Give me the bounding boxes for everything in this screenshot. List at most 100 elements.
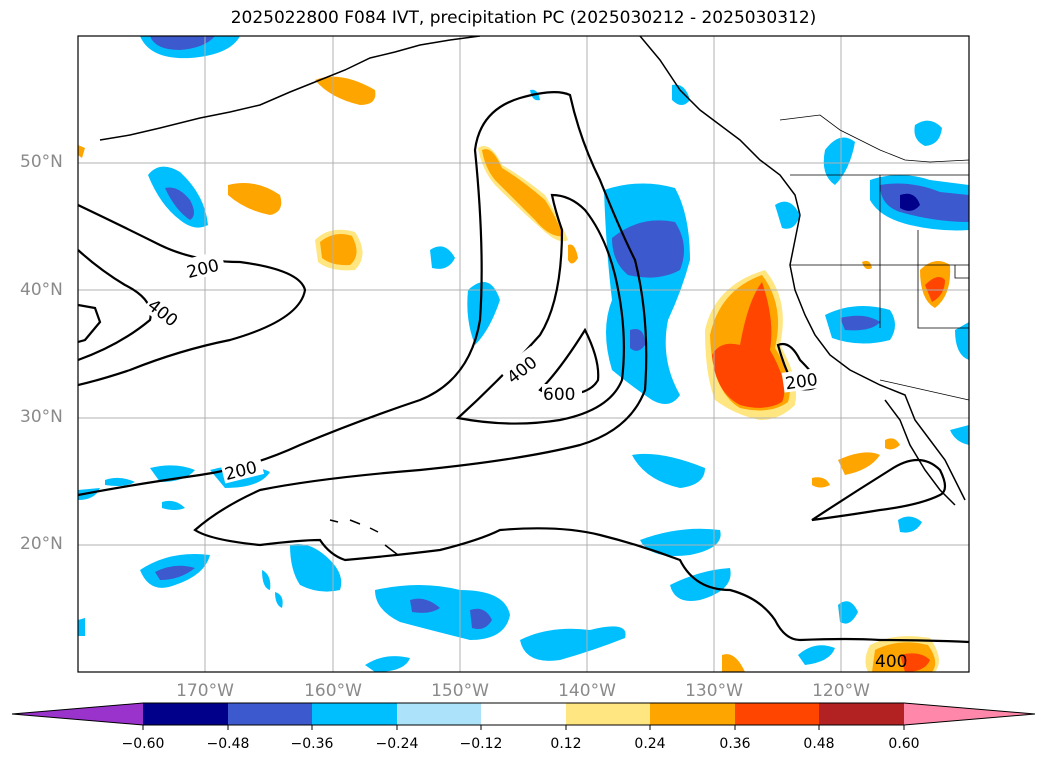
ivt-200-south [811,458,947,522]
precip-blob [712,282,785,408]
colorbar-bin [819,703,904,725]
precip-blob [78,145,85,158]
precip-blob [670,568,731,601]
precip-blob [823,137,855,185]
precip-blob [150,36,215,50]
precip-blob [162,500,185,510]
map-frame [77,35,970,673]
precip-blob [105,477,135,486]
precip-blob [375,585,510,640]
precip-blob [925,276,945,302]
borders [779,114,969,401]
precip-blob [262,570,271,590]
precip-blob [467,282,500,345]
precip-blob [898,516,922,533]
precip-positive-anomalies [78,76,951,672]
ivt-400-west-tip [78,303,102,344]
precip-blob [470,608,492,629]
lon-label-150w: 150°W [431,681,489,701]
lon-label-120w: 120°W [812,681,870,701]
precip-blob [775,201,800,229]
lon-label-170w: 170°W [176,681,234,701]
colorbar-tick-label: 0.48 [803,736,835,752]
colorbar-tick-label: 0.36 [719,736,751,752]
alaska-panhandle-coast [639,36,801,216]
colorbar-bin [735,703,819,725]
colorbar-tick-label: −0.12 [459,736,503,752]
precip-blob [155,565,195,580]
precip-blob [640,528,721,556]
precip-blob [632,453,705,488]
precip-blob [165,187,194,220]
colorbar-bin [143,703,228,725]
precip-blob [78,618,85,636]
lon-label-140w: 140°W [558,681,616,701]
lat-label-40n: 40°N [20,280,63,300]
colorbar-tick-label: −0.48 [206,736,250,752]
precip-blob [275,592,283,608]
colorbar-tick-label: −0.60 [121,736,165,752]
colorbar-bin [650,703,735,725]
ivt-200-west [78,204,307,387]
precip-blob [885,438,900,450]
precip-blob [315,76,376,105]
contour-label: 400 [875,652,907,672]
ivt-200-main [78,91,969,644]
lon-label-130w: 130°W [685,681,743,701]
colorbar-ticks [142,725,905,730]
colorbar-extend-max [904,703,1035,725]
precip-blob [838,452,880,475]
contour-labels: 200 400 200 400 600 200 400 [142,250,907,672]
precip-blob [482,149,563,237]
gridlines [78,36,969,672]
precip-blob [798,645,835,665]
bc-coast [779,114,969,163]
precip-blob [880,183,969,222]
colorbar-tick-label: 0.24 [634,736,666,752]
precip-blob [914,120,942,146]
us-west-coast [789,214,966,501]
precip-blob [950,425,969,445]
precip-blob [900,653,930,672]
lat-label-20n: 20°N [20,534,63,554]
contour-label: 600 [543,385,575,405]
colorbar-extend-min [12,703,143,725]
alaska-coast [99,36,481,141]
ivt-400-west [78,249,152,362]
hawaii-islands [329,519,399,556]
precip-blob [840,315,880,331]
precip-blob [320,234,357,266]
lat-label-30n: 30°N [20,407,63,427]
precip-blob [838,601,858,624]
colorbar-bin [228,703,312,725]
precip-blob [955,322,969,360]
precip-blob [900,193,920,211]
lon-label-160w: 160°W [304,681,362,701]
precip-blob [612,220,684,278]
colorbar-bin [566,703,650,725]
precip-blob [568,244,578,264]
precip-blob [722,654,745,672]
lat-label-50n: 50°N [20,152,63,172]
ivt-400-main [455,193,625,425]
ivt-contours [78,91,969,644]
colorbar-bin [312,703,397,725]
state-borders [790,175,969,401]
colorbar-tick-label: 0.12 [550,736,582,752]
precip-blob [410,598,440,613]
precip-blob [228,182,282,215]
colorbar-tick-label: −0.24 [375,736,419,752]
precip-blob [290,544,342,592]
map-title: 2025022800 F084 IVT, precipitation PC (2… [230,8,817,28]
colorbar-tick-label: −0.36 [290,736,334,752]
coastlines [99,36,966,556]
precip-blob [430,246,455,269]
colorbar-tick-label: 0.60 [888,736,920,752]
colorbar-bin [397,703,481,725]
precip-blob [812,477,830,488]
colorbar-bin [481,703,566,725]
precip-blob [365,656,410,672]
contour-label: 200 [784,370,819,394]
precip-blob [630,329,645,351]
